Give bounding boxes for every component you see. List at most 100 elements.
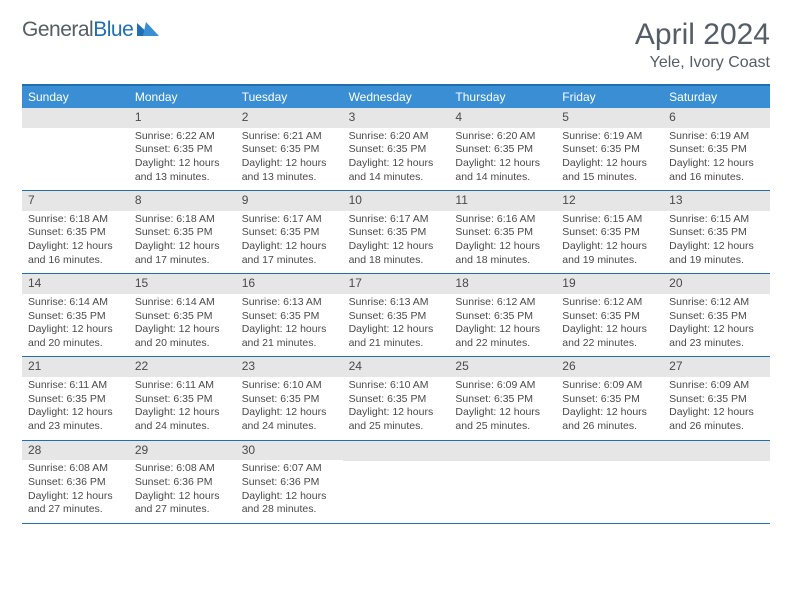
sunrise-text: Sunrise: 6:19 AM (562, 130, 657, 144)
cell-body: Sunrise: 6:21 AMSunset: 6:35 PMDaylight:… (236, 128, 343, 191)
weekday-label: Wednesday (343, 86, 450, 108)
sunrise-text: Sunrise: 6:08 AM (135, 462, 230, 476)
day-number: 26 (556, 357, 663, 377)
calendar-cell: 30Sunrise: 6:07 AMSunset: 6:36 PMDayligh… (236, 441, 343, 523)
calendar-cell: 1Sunrise: 6:22 AMSunset: 6:35 PMDaylight… (129, 108, 236, 190)
sunrise-text: Sunrise: 6:15 AM (669, 213, 764, 227)
cell-body: Sunrise: 6:14 AMSunset: 6:35 PMDaylight:… (22, 294, 129, 357)
week-row: 28Sunrise: 6:08 AMSunset: 6:36 PMDayligh… (22, 441, 770, 524)
daylight-text: Daylight: 12 hours and 14 minutes. (349, 157, 444, 184)
daylight-text: Daylight: 12 hours and 19 minutes. (562, 240, 657, 267)
day-number (449, 441, 556, 461)
cell-body: Sunrise: 6:09 AMSunset: 6:35 PMDaylight:… (449, 377, 556, 440)
sunset-text: Sunset: 6:35 PM (669, 393, 764, 407)
weekday-label: Saturday (663, 86, 770, 108)
sunrise-text: Sunrise: 6:15 AM (562, 213, 657, 227)
daylight-text: Daylight: 12 hours and 14 minutes. (455, 157, 550, 184)
sunrise-text: Sunrise: 6:18 AM (135, 213, 230, 227)
day-number: 19 (556, 274, 663, 294)
weeks-container: 1Sunrise: 6:22 AMSunset: 6:35 PMDaylight… (22, 108, 770, 524)
sunrise-text: Sunrise: 6:11 AM (135, 379, 230, 393)
day-number: 16 (236, 274, 343, 294)
sunset-text: Sunset: 6:35 PM (28, 393, 123, 407)
sunrise-text: Sunrise: 6:21 AM (242, 130, 337, 144)
week-row: 7Sunrise: 6:18 AMSunset: 6:35 PMDaylight… (22, 191, 770, 274)
cell-body: Sunrise: 6:16 AMSunset: 6:35 PMDaylight:… (449, 211, 556, 274)
calendar-cell: 23Sunrise: 6:10 AMSunset: 6:35 PMDayligh… (236, 357, 343, 439)
day-number: 3 (343, 108, 450, 128)
cell-body: Sunrise: 6:13 AMSunset: 6:35 PMDaylight:… (343, 294, 450, 357)
daylight-text: Daylight: 12 hours and 28 minutes. (242, 490, 337, 517)
sunset-text: Sunset: 6:35 PM (669, 143, 764, 157)
sunrise-text: Sunrise: 6:22 AM (135, 130, 230, 144)
daylight-text: Daylight: 12 hours and 16 minutes. (669, 157, 764, 184)
sunset-text: Sunset: 6:35 PM (135, 226, 230, 240)
cell-body: Sunrise: 6:20 AMSunset: 6:35 PMDaylight:… (343, 128, 450, 191)
sunset-text: Sunset: 6:35 PM (242, 226, 337, 240)
sunrise-text: Sunrise: 6:17 AM (242, 213, 337, 227)
cell-body: Sunrise: 6:17 AMSunset: 6:35 PMDaylight:… (343, 211, 450, 274)
calendar-cell: 18Sunrise: 6:12 AMSunset: 6:35 PMDayligh… (449, 274, 556, 356)
cell-body: Sunrise: 6:20 AMSunset: 6:35 PMDaylight:… (449, 128, 556, 191)
cell-body: Sunrise: 6:18 AMSunset: 6:35 PMDaylight:… (22, 211, 129, 274)
weekday-label: Thursday (449, 86, 556, 108)
calendar-cell: 22Sunrise: 6:11 AMSunset: 6:35 PMDayligh… (129, 357, 236, 439)
sunrise-text: Sunrise: 6:12 AM (669, 296, 764, 310)
calendar-cell (449, 441, 556, 523)
day-number (22, 108, 129, 128)
calendar-cell: 27Sunrise: 6:09 AMSunset: 6:35 PMDayligh… (663, 357, 770, 439)
sunset-text: Sunset: 6:35 PM (562, 143, 657, 157)
cell-body: Sunrise: 6:10 AMSunset: 6:35 PMDaylight:… (343, 377, 450, 440)
sunrise-text: Sunrise: 6:14 AM (28, 296, 123, 310)
week-row: 21Sunrise: 6:11 AMSunset: 6:35 PMDayligh… (22, 357, 770, 440)
day-number: 7 (22, 191, 129, 211)
day-number: 25 (449, 357, 556, 377)
day-number: 15 (129, 274, 236, 294)
sunset-text: Sunset: 6:35 PM (135, 393, 230, 407)
sunset-text: Sunset: 6:36 PM (135, 476, 230, 490)
day-number: 18 (449, 274, 556, 294)
sunrise-text: Sunrise: 6:09 AM (562, 379, 657, 393)
calendar-cell: 12Sunrise: 6:15 AMSunset: 6:35 PMDayligh… (556, 191, 663, 273)
sunrise-text: Sunrise: 6:14 AM (135, 296, 230, 310)
daylight-text: Daylight: 12 hours and 16 minutes. (28, 240, 123, 267)
calendar-cell: 21Sunrise: 6:11 AMSunset: 6:35 PMDayligh… (22, 357, 129, 439)
cell-body: Sunrise: 6:14 AMSunset: 6:35 PMDaylight:… (129, 294, 236, 357)
daylight-text: Daylight: 12 hours and 20 minutes. (135, 323, 230, 350)
calendar-cell: 6Sunrise: 6:19 AMSunset: 6:35 PMDaylight… (663, 108, 770, 190)
cell-body: Sunrise: 6:09 AMSunset: 6:35 PMDaylight:… (556, 377, 663, 440)
calendar-cell: 25Sunrise: 6:09 AMSunset: 6:35 PMDayligh… (449, 357, 556, 439)
sunrise-text: Sunrise: 6:10 AM (242, 379, 337, 393)
daylight-text: Daylight: 12 hours and 21 minutes. (242, 323, 337, 350)
week-row: 1Sunrise: 6:22 AMSunset: 6:35 PMDaylight… (22, 108, 770, 191)
daylight-text: Daylight: 12 hours and 17 minutes. (242, 240, 337, 267)
calendar-cell: 16Sunrise: 6:13 AMSunset: 6:35 PMDayligh… (236, 274, 343, 356)
day-number: 20 (663, 274, 770, 294)
day-number: 23 (236, 357, 343, 377)
sunset-text: Sunset: 6:35 PM (349, 393, 444, 407)
sunrise-text: Sunrise: 6:09 AM (455, 379, 550, 393)
day-number: 8 (129, 191, 236, 211)
daylight-text: Daylight: 12 hours and 13 minutes. (135, 157, 230, 184)
sunrise-text: Sunrise: 6:12 AM (455, 296, 550, 310)
calendar-cell: 4Sunrise: 6:20 AMSunset: 6:35 PMDaylight… (449, 108, 556, 190)
day-number: 29 (129, 441, 236, 461)
cell-body: Sunrise: 6:13 AMSunset: 6:35 PMDaylight:… (236, 294, 343, 357)
sunrise-text: Sunrise: 6:18 AM (28, 213, 123, 227)
sunset-text: Sunset: 6:35 PM (455, 393, 550, 407)
sunrise-text: Sunrise: 6:20 AM (455, 130, 550, 144)
daylight-text: Daylight: 12 hours and 18 minutes. (349, 240, 444, 267)
sunset-text: Sunset: 6:35 PM (349, 310, 444, 324)
cell-body: Sunrise: 6:15 AMSunset: 6:35 PMDaylight:… (663, 211, 770, 274)
calendar-cell: 20Sunrise: 6:12 AMSunset: 6:35 PMDayligh… (663, 274, 770, 356)
cell-body: Sunrise: 6:22 AMSunset: 6:35 PMDaylight:… (129, 128, 236, 191)
day-number: 30 (236, 441, 343, 461)
day-number: 27 (663, 357, 770, 377)
daylight-text: Daylight: 12 hours and 19 minutes. (669, 240, 764, 267)
calendar-cell: 19Sunrise: 6:12 AMSunset: 6:35 PMDayligh… (556, 274, 663, 356)
logo-word2: Blue (93, 18, 133, 41)
cell-body: Sunrise: 6:19 AMSunset: 6:35 PMDaylight:… (556, 128, 663, 191)
cell-body: Sunrise: 6:15 AMSunset: 6:35 PMDaylight:… (556, 211, 663, 274)
calendar-cell: 28Sunrise: 6:08 AMSunset: 6:36 PMDayligh… (22, 441, 129, 523)
week-row: 14Sunrise: 6:14 AMSunset: 6:35 PMDayligh… (22, 274, 770, 357)
